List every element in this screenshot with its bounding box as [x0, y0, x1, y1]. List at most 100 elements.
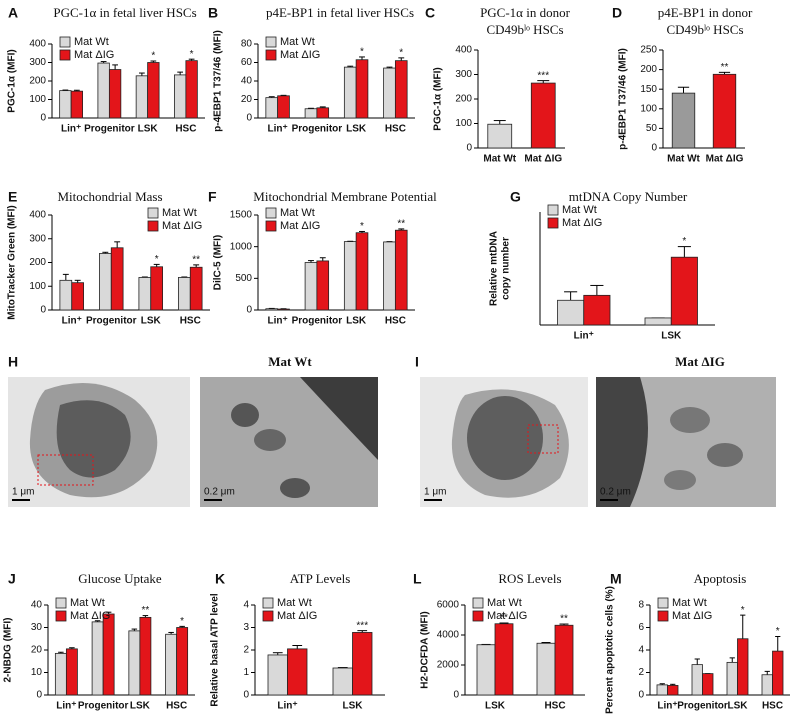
bar [304, 262, 318, 311]
panel-letter: H [8, 354, 18, 370]
y-tick-label: 60 [241, 57, 253, 68]
nucleus [56, 400, 131, 478]
significance: * [360, 47, 364, 58]
y-axis-title: 2-NBDG (MFI) [3, 618, 14, 683]
legend-swatch [59, 49, 71, 61]
significance: *** [537, 70, 549, 81]
bar [177, 277, 191, 311]
y-tick-label: 2 [243, 645, 249, 656]
bar [147, 62, 160, 119]
x-tick-label: Lin⁺ [277, 701, 297, 712]
bar [536, 642, 556, 696]
x-tick-label: HSC [180, 316, 201, 327]
y-tick-label: 0 [36, 690, 42, 701]
nucleus [596, 377, 648, 507]
y-tick-label: 10 [31, 667, 43, 678]
legend-label: Mat ΔIG [277, 610, 317, 622]
x-tick-label: LSK [485, 701, 506, 712]
y-tick-label: 6000 [437, 600, 460, 611]
y-tick-label: 2000 [437, 660, 460, 671]
significance: ** [192, 255, 200, 266]
x-tick-label: LSK [346, 316, 367, 327]
significance: * [360, 221, 364, 232]
legend-label: Mat Wt [162, 207, 197, 219]
bar [712, 73, 737, 149]
y-tick-label: 6 [638, 622, 644, 633]
x-tick-label: LSK [343, 701, 364, 712]
y-tick-label: 0 [243, 690, 249, 701]
legend-swatch [262, 597, 274, 609]
x-tick-label: Lin⁺ [61, 124, 81, 135]
y-tick-label: 0 [40, 113, 46, 124]
bar [656, 684, 668, 696]
y-tick-label: 0 [246, 305, 252, 316]
y-tick-label: 1500 [230, 210, 253, 221]
x-tick-label: LSK [728, 701, 749, 712]
y-tick-label: 400 [29, 210, 46, 221]
legend-label: Mat Wt [70, 597, 105, 609]
y-tick-label: 1000 [230, 241, 253, 252]
chart-title: PGC-1α in donor [480, 5, 571, 20]
y-tick-label: 400 [455, 45, 472, 56]
bar [150, 266, 164, 311]
bar [487, 123, 513, 149]
y-tick-label: 80 [241, 39, 253, 50]
y-tick-label: 0 [638, 690, 644, 701]
x-tick-label: Lin⁺ [56, 701, 76, 712]
bar [176, 627, 189, 696]
y-tick-label: 100 [455, 118, 472, 129]
bar [726, 661, 738, 696]
x-tick-label: Progenitor [78, 701, 129, 712]
legend-label: Mat ΔIG [280, 49, 320, 61]
significance: * [151, 51, 155, 62]
y-tick-label: 0 [246, 113, 252, 124]
chart-title: CD49bˡᵒ HSCs [666, 22, 743, 37]
bar [287, 648, 308, 696]
legend-swatch [55, 610, 67, 622]
y-tick-label: 100 [640, 103, 657, 114]
bar [667, 685, 679, 696]
x-tick-label: HSC [544, 701, 565, 712]
bar [277, 308, 290, 311]
x-tick-label: LSK [138, 124, 159, 135]
bar [304, 108, 318, 119]
bar [691, 664, 703, 696]
legend-swatch [265, 36, 277, 48]
legend-label: Mat Wt [487, 597, 522, 609]
legend-swatch [147, 207, 159, 219]
y-axis-title: Relative mtDNA [489, 231, 500, 306]
y-tick-label: 40 [31, 600, 43, 611]
bar [494, 623, 514, 696]
bar [59, 279, 73, 311]
chart-title: p4E-BP1 in donor [658, 5, 753, 20]
legend-label: Mat ΔIG [162, 220, 202, 232]
x-tick-label: Progenitor [84, 124, 135, 135]
legend-swatch [59, 36, 71, 48]
x-tick-label: Lin⁺ [267, 124, 287, 135]
x-tick-label: LSK [130, 701, 151, 712]
panel-letter: J [8, 571, 16, 587]
panel-letter: I [415, 354, 419, 370]
bar [267, 654, 288, 696]
y-axis-title: MitoTracker Green (MFI) [7, 205, 18, 319]
bar [343, 241, 357, 311]
x-tick-label: Progenitor [292, 124, 343, 135]
chart-title: PGC-1α in fetal liver HSCs [53, 5, 196, 20]
x-tick-label: Progenitor [292, 316, 343, 327]
x-tick-label: Progenitor [677, 701, 728, 712]
legend-label: Mat Wt [280, 207, 315, 219]
panel-letter: E [8, 189, 17, 205]
bar [102, 613, 115, 696]
y-tick-label: 200 [455, 94, 472, 105]
y-tick-label: 4000 [437, 630, 460, 641]
bar [91, 621, 104, 696]
y-tick-label: 2 [638, 667, 644, 678]
x-tick-label: Mat Wt [667, 154, 700, 165]
y-tick-label: 0 [40, 305, 46, 316]
bar [355, 232, 369, 311]
x-tick-label: Lin⁺ [657, 701, 677, 712]
legend-label: Mat ΔIG [74, 49, 114, 61]
x-tick-label: HSC [166, 701, 187, 712]
y-tick-label: 0 [466, 143, 472, 154]
x-tick-label: Lin⁺ [574, 331, 594, 342]
